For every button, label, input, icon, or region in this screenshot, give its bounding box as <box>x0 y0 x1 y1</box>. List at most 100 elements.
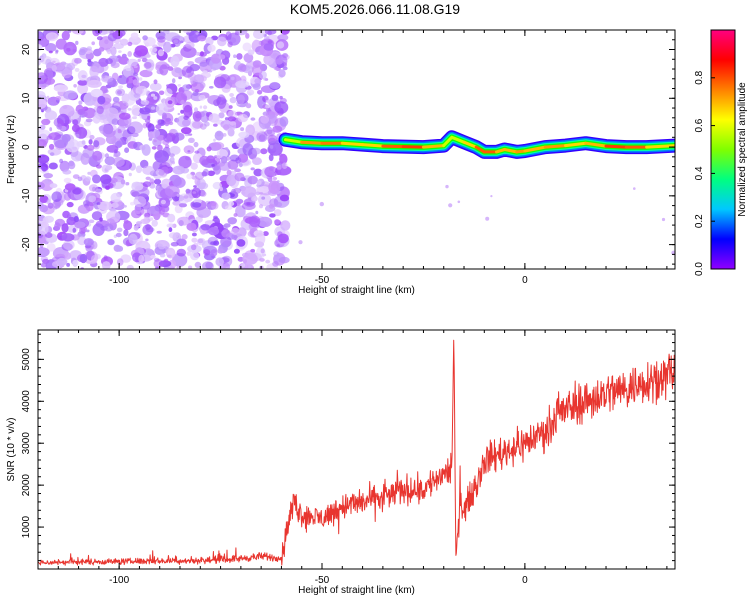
noise-blob <box>61 30 70 41</box>
noise-blob <box>96 202 101 205</box>
noise-blob <box>128 233 138 245</box>
noise-blob <box>235 80 250 89</box>
noise-blob <box>157 144 163 152</box>
noise-blob <box>282 66 288 71</box>
noise-blob <box>88 195 97 203</box>
noise-blob <box>272 177 278 180</box>
noise-blob <box>126 264 134 269</box>
noise-blob <box>158 90 165 96</box>
signal-trace-segment <box>462 140 478 149</box>
noise-blob <box>44 178 51 184</box>
noise-blob <box>134 196 140 200</box>
noise-blob <box>247 175 258 185</box>
heatmap-y-tick-label: 20 <box>21 44 32 56</box>
noise-blob <box>130 32 139 39</box>
signal-trace-segment <box>340 141 365 147</box>
noise-blob <box>276 41 285 49</box>
noise-blob <box>213 123 218 127</box>
signal-trace-segment <box>361 143 385 148</box>
noise-blob <box>116 227 123 233</box>
snr-series-line <box>38 339 675 566</box>
noise-blob <box>137 58 141 62</box>
noise-blob <box>162 30 170 34</box>
noise-blob <box>147 205 160 214</box>
noise-blob <box>116 258 124 266</box>
noise-blob <box>201 171 208 177</box>
noise-blob <box>101 75 114 83</box>
noise-blob <box>123 219 129 224</box>
noise-blob <box>81 74 87 79</box>
noise-blob <box>123 102 127 107</box>
noise-blob <box>213 76 227 89</box>
heatmap-y-axis-label: Frequency (Hz) <box>6 115 17 184</box>
noise-speck <box>457 200 461 204</box>
noise-blob <box>127 107 132 111</box>
noise-blob <box>153 79 158 85</box>
noise-blob <box>197 35 206 42</box>
noise-blob <box>157 135 166 141</box>
noise-blob <box>193 185 197 188</box>
noise-blob <box>132 116 137 120</box>
noise-blob <box>224 205 233 210</box>
noise-blob <box>126 83 133 89</box>
noise-blob <box>147 131 155 139</box>
noise-blob <box>87 59 92 63</box>
noise-blob <box>153 178 162 185</box>
line-frame <box>37 329 676 570</box>
line-marks <box>38 339 675 566</box>
noise-blob <box>207 170 215 177</box>
noise-blob <box>49 183 58 189</box>
noise-blob <box>236 233 241 237</box>
noise-blob <box>132 79 138 86</box>
noise-blob <box>107 239 115 246</box>
noise-blob <box>159 253 166 258</box>
noise-blob <box>66 47 71 52</box>
noise-blob <box>170 241 179 247</box>
noise-blob <box>56 257 68 266</box>
noise-blob <box>112 30 123 40</box>
noise-blob <box>51 64 57 72</box>
noise-blob <box>131 104 141 117</box>
noise-blob <box>207 44 216 52</box>
noise-blob <box>38 59 41 66</box>
noise-blob <box>64 183 76 191</box>
noise-speck <box>448 203 453 208</box>
heatmap-x-tick-label: 0 <box>522 275 528 286</box>
noise-blob <box>233 213 238 217</box>
noise-blob <box>44 110 58 121</box>
noise-blob <box>138 77 143 81</box>
snr-x-axis-label: Height of straight line (km) <box>298 585 415 596</box>
noise-blob <box>105 185 110 190</box>
noise-blob <box>145 54 151 58</box>
noise-blob <box>100 30 111 35</box>
noise-blob <box>143 216 151 224</box>
noise-blob <box>141 144 151 156</box>
noise-blob <box>164 88 173 97</box>
noise-blob <box>92 223 105 237</box>
noise-blob <box>154 150 169 163</box>
noise-blob <box>90 88 103 98</box>
noise-blob <box>282 52 288 59</box>
noise-blob <box>272 261 279 267</box>
noise-blob <box>117 55 121 59</box>
noise-blob <box>52 199 61 209</box>
noise-blob <box>237 63 247 73</box>
heatmap-y-tick-label: -20 <box>21 237 32 252</box>
noise-blob <box>157 242 166 250</box>
heatmap-panel <box>37 29 676 270</box>
noise-blob <box>147 95 151 99</box>
noise-blob <box>166 223 175 228</box>
noise-blob <box>254 78 262 84</box>
noise-blob <box>140 99 150 105</box>
noise-blob <box>267 176 273 183</box>
noise-blob <box>200 191 207 197</box>
noise-blob <box>259 204 263 209</box>
noise-blob <box>77 108 86 116</box>
heatmap-y-tick-label: -10 <box>21 188 32 203</box>
noise-blob <box>265 259 271 264</box>
noise-blob <box>183 195 189 199</box>
noise-blob <box>239 30 247 33</box>
noise-blob <box>158 206 165 215</box>
colorbar-tick-label: 0.2 <box>694 214 705 228</box>
noise-blob <box>188 137 195 143</box>
